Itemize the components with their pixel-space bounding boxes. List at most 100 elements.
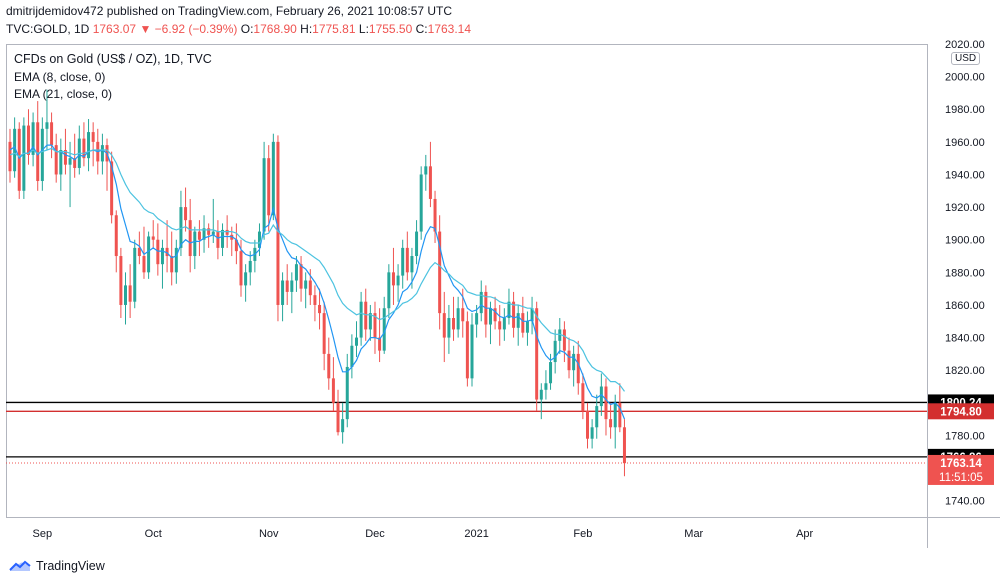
candle: [142, 226, 146, 279]
candle: [428, 141, 432, 208]
candle-body: [304, 280, 308, 289]
candle-body: [442, 313, 446, 338]
y-tick-label-9: 1920.00: [945, 202, 985, 214]
candle: [581, 373, 585, 420]
candle-body: [114, 215, 118, 257]
candle: [498, 304, 502, 346]
candle: [294, 256, 298, 292]
candle-body: [211, 231, 215, 235]
candle: [197, 220, 201, 257]
candle: [368, 304, 372, 341]
candle-body: [170, 256, 174, 273]
candle-body: [618, 402, 622, 428]
candle-body: [521, 313, 525, 333]
candle: [378, 308, 382, 363]
candle: [271, 133, 275, 221]
candle-body: [530, 308, 534, 322]
candle-body: [590, 427, 594, 439]
legend-title: CFDs on Gold (US$ / OZ), 1D, TVC: [14, 52, 212, 66]
candle-body: [415, 231, 419, 257]
candle-body: [562, 329, 566, 351]
candle: [170, 231, 174, 286]
candle-body: [535, 308, 539, 400]
candle-body: [285, 280, 289, 292]
candle-body: [294, 264, 298, 281]
candle: [382, 296, 386, 354]
candle-body: [257, 231, 261, 248]
candle-body: [424, 166, 428, 175]
candle-body: [87, 132, 91, 159]
candle: [50, 112, 54, 159]
candle: [447, 304, 451, 354]
candle: [193, 226, 197, 270]
candle: [137, 231, 141, 265]
y-tick-label-11: 1960.00: [945, 137, 985, 149]
y-tick-label-7: 1880.00: [945, 267, 985, 279]
level-price-label-1-bg: [928, 403, 994, 420]
candle-body: [558, 329, 562, 341]
y-tick-label-14: 2020.00: [945, 39, 985, 51]
candle-body: [493, 308, 497, 322]
candle: [151, 220, 155, 248]
candle-body: [239, 251, 243, 286]
candle-body: [461, 308, 465, 322]
candle-body: [45, 122, 49, 129]
symbol-label: TVC:GOLD, 1D: [6, 22, 90, 36]
candle: [262, 141, 266, 240]
candle: [211, 198, 215, 243]
candle-body: [68, 158, 72, 165]
candle-body: [396, 275, 400, 286]
candle: [604, 378, 608, 436]
y-tick-label-0: 1740.00: [945, 496, 985, 508]
candle: [165, 220, 169, 273]
candle-body: [63, 150, 67, 165]
candle: [484, 285, 488, 338]
candle-body: [31, 122, 35, 155]
candle-body: [447, 318, 451, 338]
candle-body: [433, 198, 437, 232]
candle: [188, 198, 192, 273]
tradingview-logo[interactable]: TradingView: [8, 559, 105, 573]
candle: [45, 89, 49, 151]
candle-body: [50, 122, 54, 146]
candle: [59, 138, 63, 191]
candle: [234, 223, 238, 265]
candle: [562, 321, 566, 363]
candle-body: [586, 410, 589, 439]
candle: [184, 187, 188, 232]
candle-body: [216, 231, 220, 248]
candle-body: [336, 402, 340, 433]
candle-body: [359, 301, 363, 338]
candle: [576, 340, 580, 395]
candle-body: [465, 321, 469, 379]
candle-body: [128, 285, 132, 302]
ohlc-header: TVC:GOLD, 1D 1763.07 ▼ −6.92 (−0.39%) O:…: [6, 22, 471, 36]
candle-body: [230, 234, 234, 240]
candle-body: [156, 239, 160, 265]
candle: [512, 291, 516, 338]
candle-body: [553, 340, 557, 363]
currency-button[interactable]: USD: [951, 52, 981, 65]
candle-body: [438, 231, 442, 314]
candle: [133, 239, 137, 309]
candle: [313, 285, 317, 322]
candle-body: [364, 301, 368, 330]
candle: [507, 288, 511, 325]
candle: [401, 239, 405, 289]
x-tick-label-6: Mar: [684, 528, 703, 540]
candle-body: [405, 247, 409, 273]
candle-body: [26, 125, 30, 155]
candle: [299, 256, 303, 302]
candle: [359, 291, 363, 346]
candle: [202, 215, 206, 253]
candle-body: [313, 295, 317, 305]
candle-body: [576, 353, 580, 384]
candle: [336, 389, 340, 436]
candle: [267, 145, 271, 232]
candle: [36, 101, 40, 191]
candle: [26, 109, 30, 165]
candle: [244, 264, 248, 302]
candle: [525, 311, 529, 346]
candle: [341, 402, 345, 444]
